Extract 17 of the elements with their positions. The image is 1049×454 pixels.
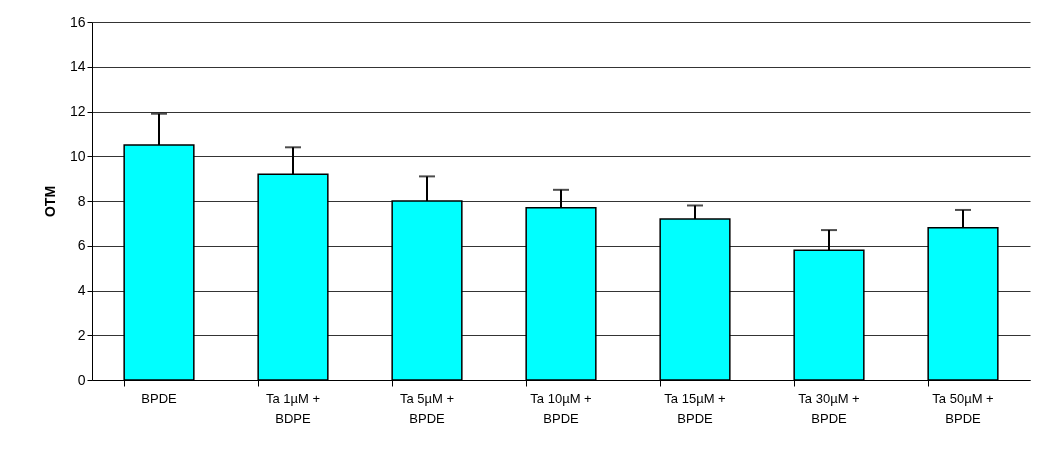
y-tick-label: 12 bbox=[69, 103, 86, 119]
x-tick-label: Ta 10µM + BPDE bbox=[530, 390, 592, 426]
x-tick-label: Ta 1µM + BDPE bbox=[265, 390, 321, 426]
y-tick-label: 4 bbox=[77, 282, 86, 298]
x-tick-label: Ta 5µM + BPDE bbox=[399, 390, 455, 426]
y-tick-label: 16 bbox=[69, 13, 86, 30]
x-tick-label: Ta 15µM + BPDE bbox=[664, 390, 726, 426]
y-tick-label: 2 bbox=[77, 326, 86, 343]
y-tick-label: 6 bbox=[77, 237, 86, 254]
y-tick-label: 0 bbox=[77, 371, 86, 388]
x-tick-label: Ta 30µM + BPDE bbox=[798, 390, 860, 426]
y-tick-label: 10 bbox=[69, 147, 86, 164]
y-axis-title: OTM bbox=[41, 185, 58, 218]
x-tick-label: BPDE bbox=[141, 390, 178, 406]
y-tick-label: 14 bbox=[69, 58, 86, 75]
y-tick-label: 8 bbox=[77, 192, 86, 209]
x-tick-label: Ta 50µM + BPDE bbox=[932, 390, 994, 426]
